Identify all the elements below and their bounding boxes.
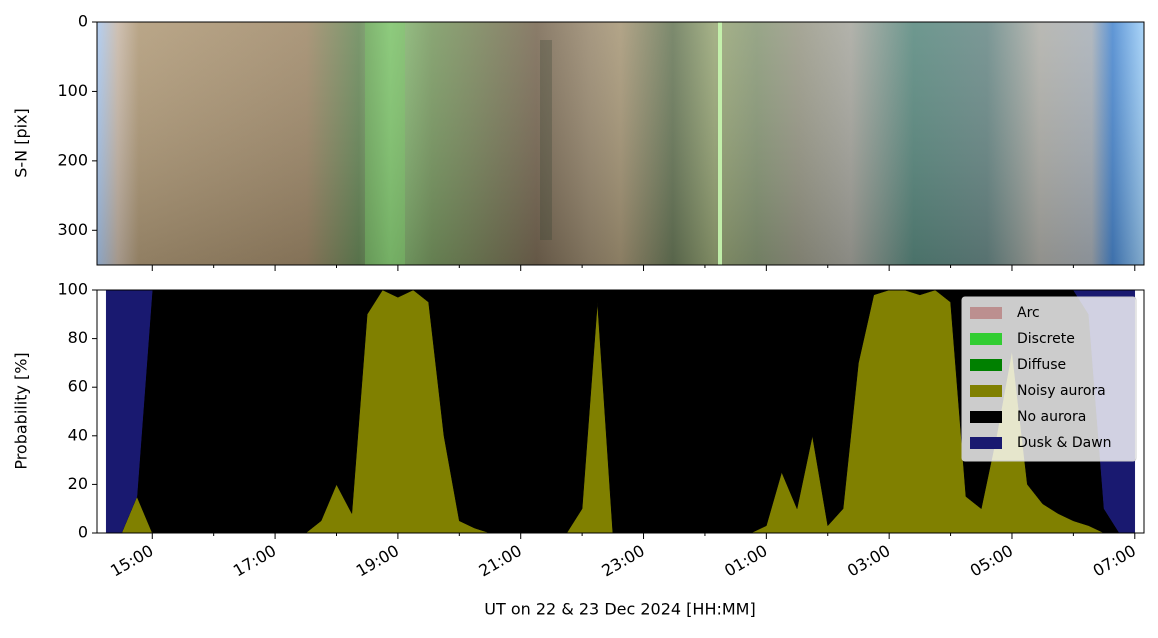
legend-label: Arc xyxy=(1017,305,1040,321)
y-tick-label: 40 xyxy=(68,425,88,444)
top-frame xyxy=(96,21,1145,266)
legend-swatch xyxy=(970,411,1002,423)
y-tick-label: 100 xyxy=(57,81,88,100)
x-tick-label: 03:00 xyxy=(844,541,893,581)
x-tick-label: 23:00 xyxy=(598,541,647,581)
legend-swatch xyxy=(970,437,1002,449)
x-tick-label: 17:00 xyxy=(230,541,279,581)
legend-label: Dusk & Dawn xyxy=(1017,435,1112,451)
y-tick-label: 0 xyxy=(78,12,88,31)
legend-swatch xyxy=(970,359,1002,371)
x-tick-label: 07:00 xyxy=(1090,541,1139,581)
y-tick-label: 80 xyxy=(68,328,88,347)
bottom-frame xyxy=(96,289,1145,534)
legend-label: Noisy aurora xyxy=(1017,383,1106,399)
legend-swatch xyxy=(970,385,1002,397)
x-tick-label: 05:00 xyxy=(967,541,1016,581)
legend-swatch xyxy=(970,333,1002,345)
legend-label: Diffuse xyxy=(1017,357,1066,373)
legend-swatch xyxy=(970,307,1002,319)
x-tick-label: 19:00 xyxy=(353,541,402,581)
y-tick-label: 20 xyxy=(68,474,88,493)
y-axis-label: S-N [pix] xyxy=(12,108,31,178)
x-axis-label: UT on 22 & 23 Dec 2024 [HH:MM] xyxy=(484,600,755,619)
legend-label: No aurora xyxy=(1017,409,1086,425)
x-tick-label: 21:00 xyxy=(476,541,525,581)
keogram-image xyxy=(97,22,1144,265)
y-tick-label: 300 xyxy=(57,220,88,239)
legend-label: Discrete xyxy=(1017,331,1075,347)
y-axis-label: Probability [%] xyxy=(12,352,31,469)
x-tick-label: 01:00 xyxy=(721,541,770,581)
x-tick-label: 15:00 xyxy=(107,541,156,581)
y-tick-label: 0 xyxy=(78,523,88,542)
y-tick-label: 200 xyxy=(57,150,88,169)
legend-box xyxy=(961,296,1137,462)
y-tick-label: 60 xyxy=(68,377,88,396)
y-tick-label: 100 xyxy=(57,280,88,299)
